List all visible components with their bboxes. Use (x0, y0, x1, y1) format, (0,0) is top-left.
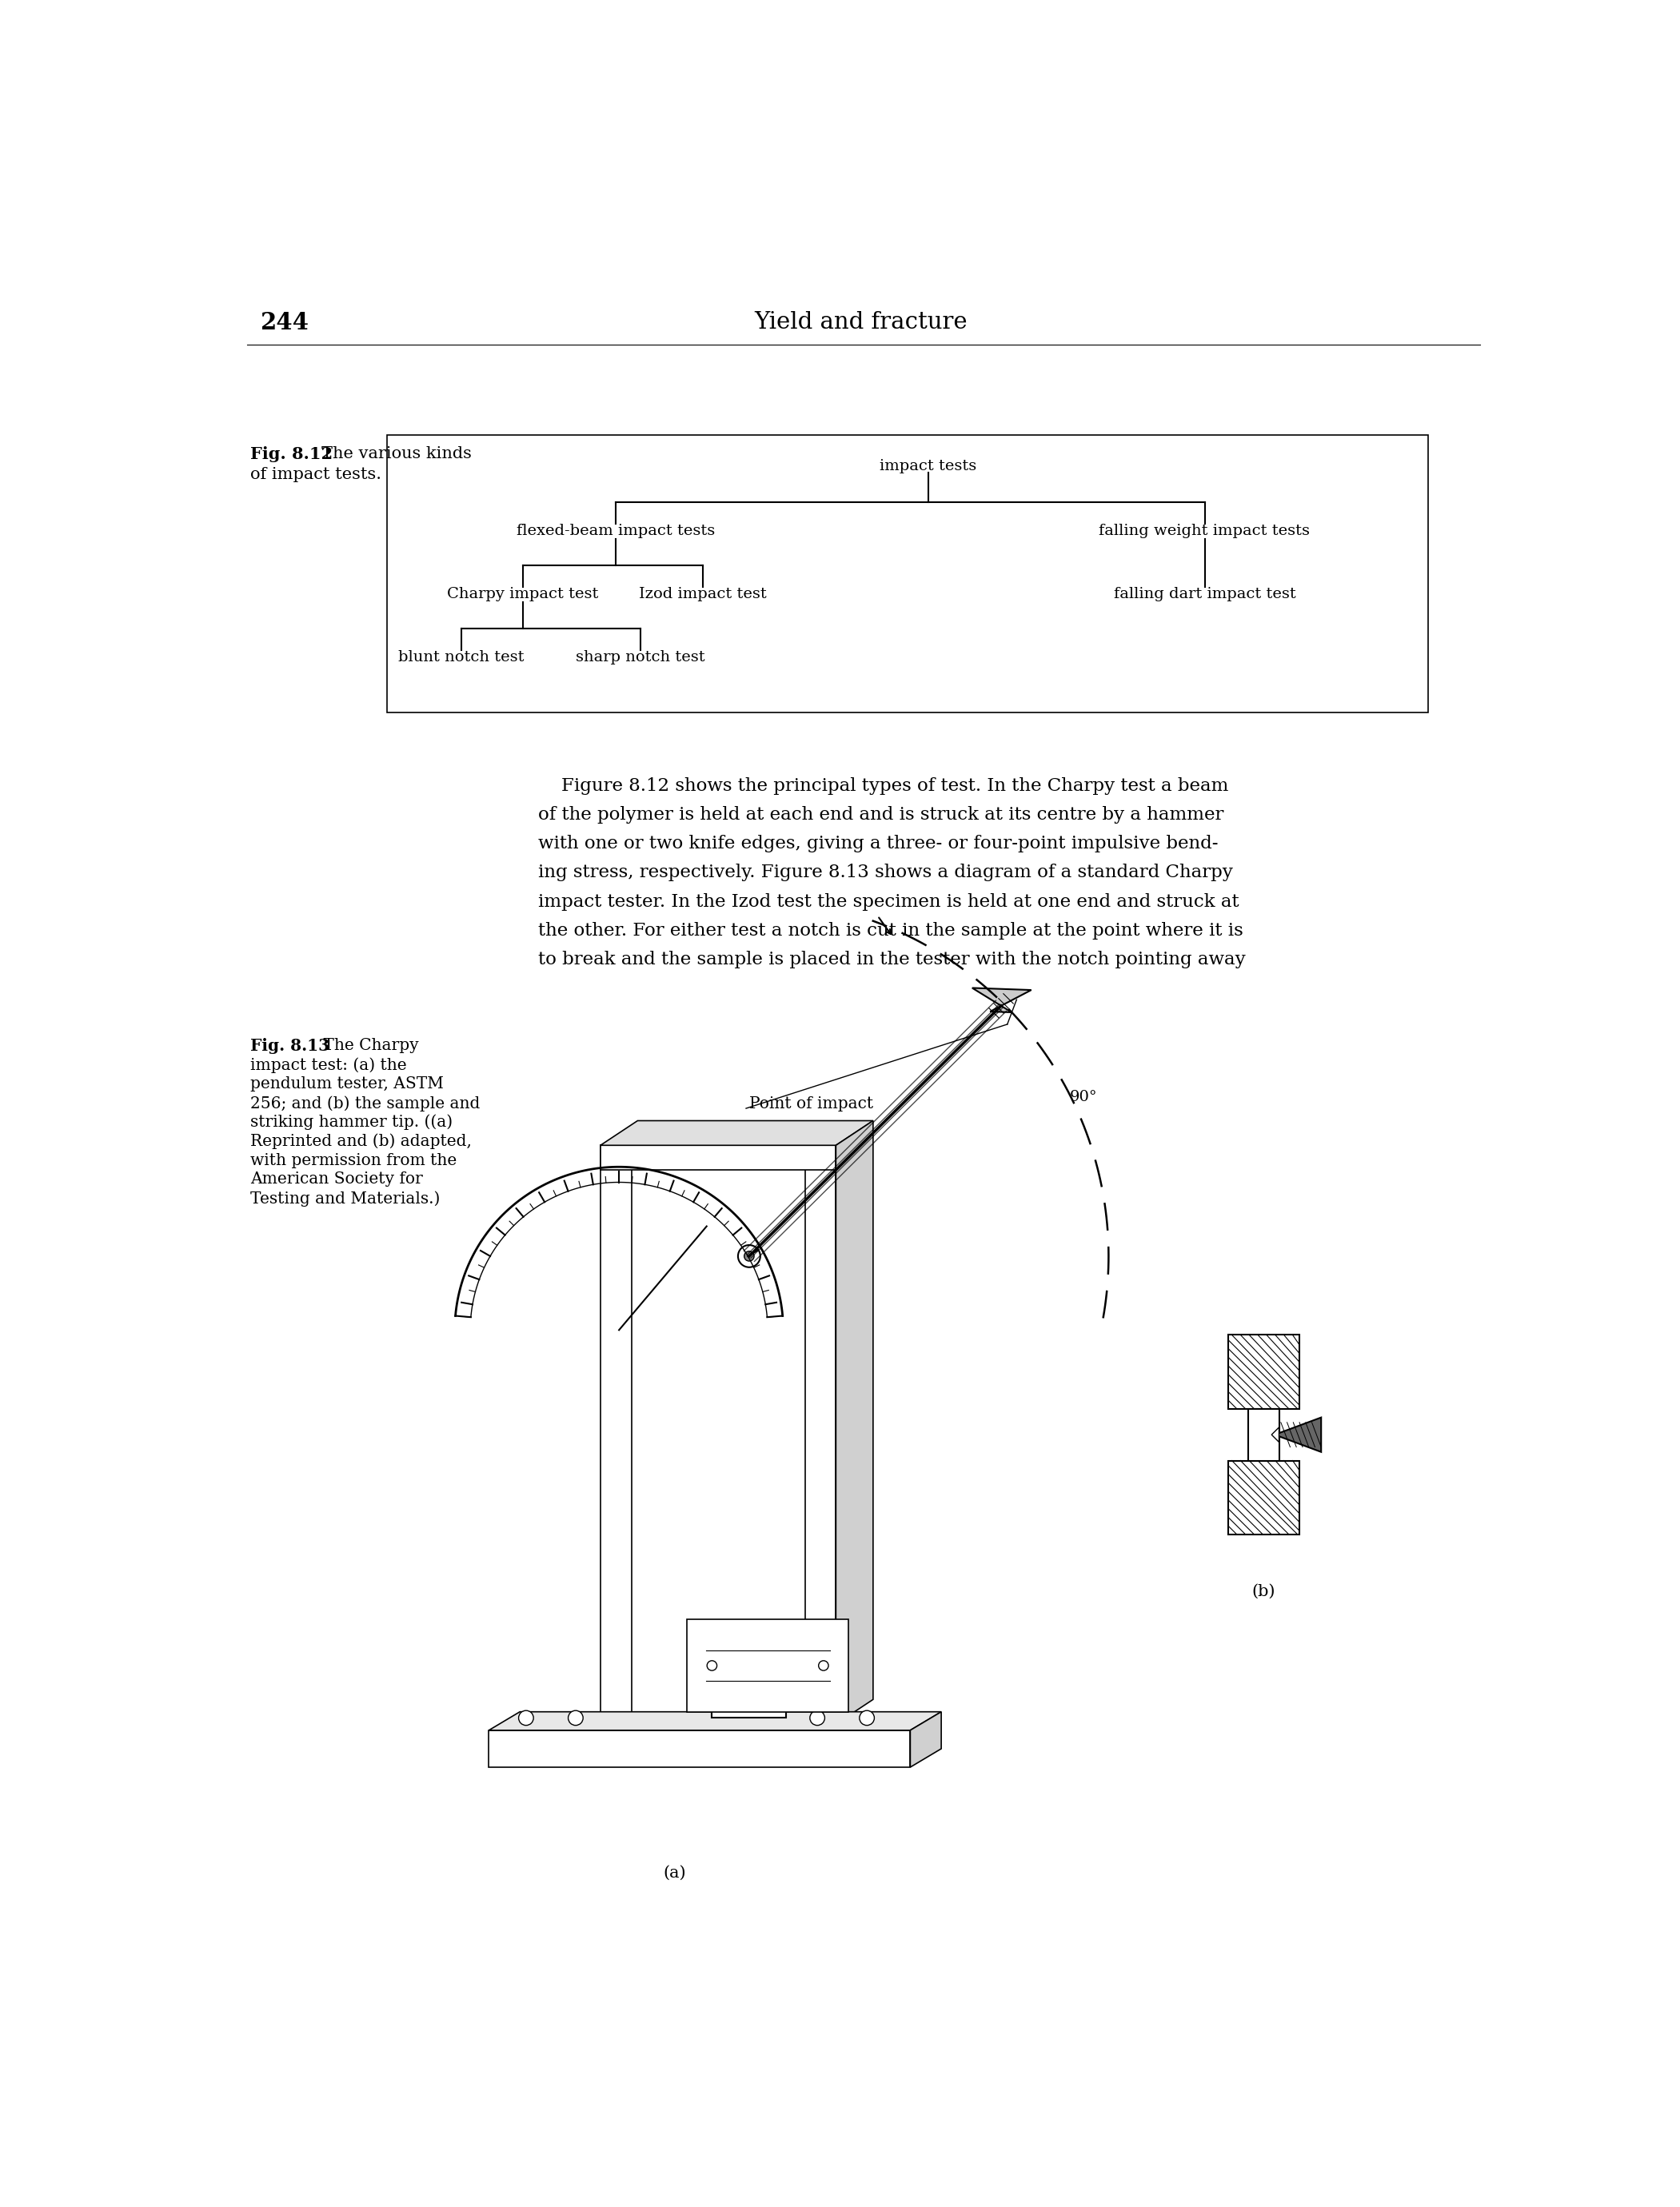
Text: pendulum tester, ASTM: pendulum tester, ASTM (250, 1077, 444, 1092)
Text: with one or two knife edges, giving a three- or four-point impulsive bend-: with one or two knife edges, giving a th… (539, 834, 1218, 852)
Bar (805, 1159, 837, 1724)
Text: Yield and fracture: Yield and fracture (754, 311, 968, 333)
Polygon shape (837, 1121, 874, 1724)
Circle shape (818, 1660, 828, 1671)
Circle shape (860, 1710, 874, 1726)
Text: impact tests: impact tests (880, 459, 976, 472)
Text: Fig. 8.12: Fig. 8.12 (250, 446, 333, 463)
Text: flexed-beam impact tests: flexed-beam impact tests (517, 523, 716, 539)
Bar (386, 435, 1428, 713)
Bar (1248, 1408, 1278, 1461)
Text: Reprinted and (b) adapted,: Reprinted and (b) adapted, (250, 1134, 472, 1150)
Bar (489, 1730, 911, 1768)
Text: falling dart impact test: falling dart impact test (1114, 587, 1295, 600)
Circle shape (744, 1251, 754, 1260)
Polygon shape (911, 1713, 941, 1768)
Text: (b): (b) (1252, 1585, 1275, 1598)
Bar (600, 1145, 837, 1170)
Text: The various kinds: The various kinds (321, 446, 472, 461)
Polygon shape (489, 1713, 941, 1730)
Bar (766, 1657, 781, 1682)
Text: falling weight impact tests: falling weight impact tests (1099, 523, 1310, 539)
Polygon shape (600, 1121, 874, 1145)
Text: The Charpy: The Charpy (319, 1037, 418, 1053)
Polygon shape (973, 989, 1032, 1013)
Text: American Society for: American Society for (250, 1172, 423, 1187)
Text: the other. For either test a notch is cut in the sample at the point where it is: the other. For either test a notch is cu… (539, 923, 1243, 940)
Bar (712, 1682, 786, 1717)
Bar (717, 1657, 732, 1682)
Text: ing stress, respectively. Figure 8.13 shows a diagram of a standard Charpy: ing stress, respectively. Figure 8.13 sh… (539, 863, 1233, 881)
Bar (600, 1145, 632, 1724)
Bar (1228, 1335, 1299, 1408)
Polygon shape (1275, 1417, 1320, 1452)
Text: with permission from the: with permission from the (250, 1152, 457, 1168)
Text: of impact tests.: of impact tests. (250, 468, 381, 481)
Polygon shape (1272, 1428, 1278, 1441)
Text: Figure 8.12 shows the principal types of test. In the Charpy test a beam: Figure 8.12 shows the principal types of… (539, 777, 1228, 795)
Text: sharp notch test: sharp notch test (576, 651, 706, 664)
Circle shape (568, 1710, 583, 1726)
Text: striking hammer tip. ((a): striking hammer tip. ((a) (250, 1115, 452, 1130)
Text: 256; and (b) the sample and: 256; and (b) the sample and (250, 1095, 480, 1110)
Circle shape (707, 1660, 717, 1671)
Text: 90°: 90° (1070, 1090, 1097, 1104)
Text: blunt notch test: blunt notch test (398, 651, 524, 664)
Text: Fig. 8.13: Fig. 8.13 (250, 1037, 329, 1055)
Text: impact tester. In the Izod test the specimen is held at one end and struck at: impact tester. In the Izod test the spec… (539, 894, 1240, 911)
Circle shape (810, 1710, 825, 1726)
Text: Point of impact: Point of impact (749, 1097, 874, 1112)
Text: impact test: (a) the: impact test: (a) the (250, 1057, 407, 1073)
Text: of the polymer is held at each end and is struck at its centre by a hammer: of the polymer is held at each end and i… (539, 806, 1225, 823)
Text: Izod impact test: Izod impact test (638, 587, 766, 600)
Text: Testing and Materials.): Testing and Materials.) (250, 1192, 440, 1207)
Bar (687, 1620, 848, 1713)
Text: 244: 244 (260, 311, 309, 333)
Bar (1228, 1461, 1299, 1534)
Text: to break and the sample is placed in the tester with the notch pointing away: to break and the sample is placed in the… (539, 951, 1247, 969)
Text: Charpy impact test: Charpy impact test (447, 587, 598, 600)
Circle shape (519, 1710, 534, 1726)
Text: (a): (a) (664, 1865, 685, 1880)
Circle shape (738, 1245, 761, 1267)
